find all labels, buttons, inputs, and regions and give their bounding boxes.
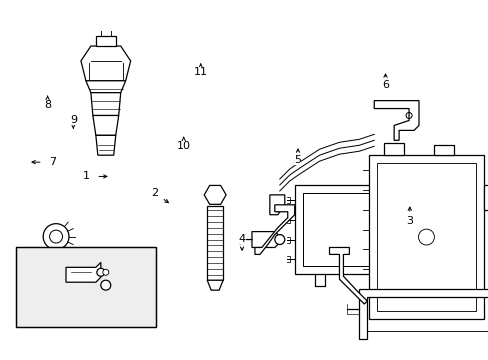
Text: 8: 8 <box>44 100 51 110</box>
Polygon shape <box>207 280 223 290</box>
Polygon shape <box>81 46 130 81</box>
Circle shape <box>101 280 111 290</box>
Polygon shape <box>254 205 294 255</box>
Text: 9: 9 <box>70 114 77 125</box>
Polygon shape <box>269 195 284 215</box>
Text: 11: 11 <box>193 67 207 77</box>
Polygon shape <box>359 289 488 339</box>
Polygon shape <box>86 81 125 93</box>
Text: 6: 6 <box>381 80 388 90</box>
Polygon shape <box>373 100 418 140</box>
Circle shape <box>97 268 104 276</box>
Bar <box>368 155 483 319</box>
Bar <box>302 193 415 266</box>
Text: 10: 10 <box>176 141 190 151</box>
Circle shape <box>274 235 284 244</box>
Polygon shape <box>204 185 225 204</box>
Polygon shape <box>93 116 119 135</box>
Circle shape <box>43 224 69 249</box>
Polygon shape <box>96 36 116 46</box>
Polygon shape <box>66 262 101 282</box>
Polygon shape <box>91 93 121 116</box>
Bar <box>16 247 155 327</box>
Text: 4: 4 <box>238 234 245 244</box>
Polygon shape <box>251 231 279 247</box>
Bar <box>207 206 223 280</box>
Polygon shape <box>329 247 366 304</box>
Bar <box>433 145 453 155</box>
Text: 7: 7 <box>49 157 57 167</box>
Text: 1: 1 <box>82 171 89 181</box>
Text: 2: 2 <box>151 188 158 198</box>
Bar <box>384 143 403 155</box>
Text: 3: 3 <box>406 216 412 226</box>
Circle shape <box>102 269 108 275</box>
Bar <box>376 163 475 311</box>
Text: 5: 5 <box>294 156 301 165</box>
Bar <box>16 247 155 327</box>
Bar <box>483 185 488 210</box>
Polygon shape <box>96 135 116 155</box>
Bar <box>294 185 423 274</box>
